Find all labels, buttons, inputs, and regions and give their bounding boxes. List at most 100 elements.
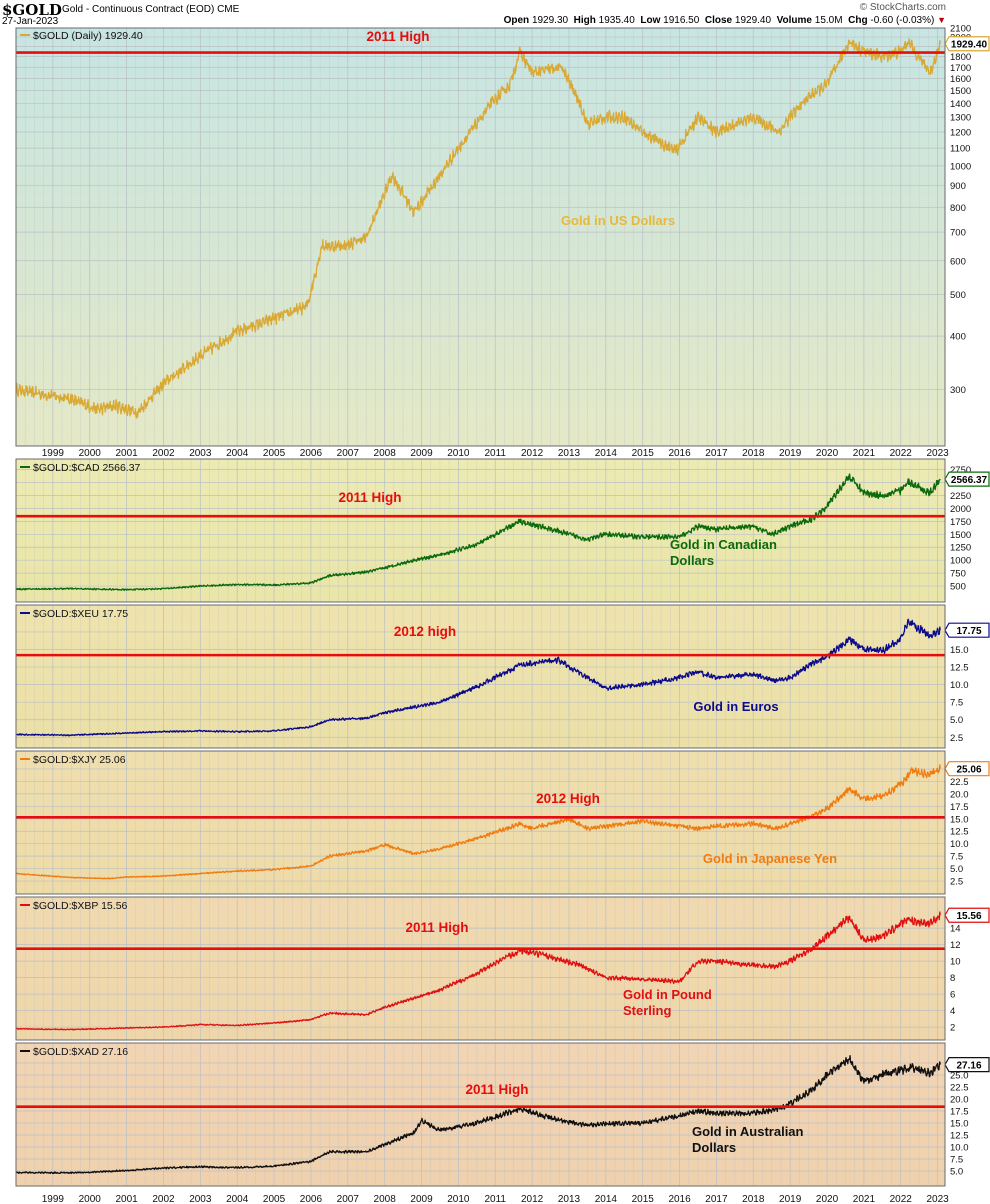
series-annotation: Gold in Euros bbox=[693, 699, 778, 714]
last-value-label: 1929.40 bbox=[951, 40, 988, 51]
panel-background bbox=[16, 751, 945, 894]
x-tick-label: 2020 bbox=[816, 1194, 839, 1204]
last-value-box bbox=[944, 36, 990, 52]
y-tick-label: 1600 bbox=[950, 74, 971, 85]
y-tick-label: 22.5 bbox=[950, 777, 969, 788]
x-axis-top: 1999 2000 2001 2002 2003 2004 2005 2006 2007 2008… bbox=[42, 448, 949, 459]
x-tick-label: 2002 bbox=[152, 1194, 175, 1204]
x-tick-label: 2017 bbox=[705, 448, 728, 459]
y-tick-label: 12.5 bbox=[950, 663, 969, 674]
y-tick-label: 12.5 bbox=[950, 827, 969, 838]
y-tick-label: 10 bbox=[950, 957, 961, 968]
last-value-box bbox=[944, 471, 990, 487]
open-label: Open bbox=[503, 15, 530, 26]
x-tick-label: 2012 bbox=[521, 448, 544, 459]
x-tick-label: 1999 bbox=[42, 1194, 65, 1204]
panel-jpy: 2.55.07.510.012.515.017.520.022.525.0201… bbox=[15, 750, 990, 895]
y-tick-label: 12.5 bbox=[950, 1131, 969, 1142]
legend-label: $GOLD:$XBP 15.56 bbox=[33, 900, 128, 912]
x-tick-label: 2015 bbox=[632, 1194, 655, 1204]
high-label: 2012 high bbox=[394, 624, 456, 639]
x-tick-label: 2000 bbox=[79, 448, 102, 459]
x-tick-label: 2013 bbox=[558, 448, 581, 459]
legend-label: $GOLD:$CAD 2566.37 bbox=[33, 462, 141, 474]
y-tick-label: 2000 bbox=[950, 504, 971, 515]
y-tick-label: 2.5 bbox=[950, 733, 963, 744]
y-tick-label: 1750 bbox=[950, 517, 971, 528]
x-tick-label: 2006 bbox=[300, 1194, 323, 1204]
series-annotation: Gold in Pound Sterling bbox=[623, 987, 712, 1018]
panel-border bbox=[15, 750, 946, 895]
y-tick-label: 15.0 bbox=[950, 645, 969, 656]
x-tick-label: 2016 bbox=[668, 1194, 691, 1204]
x-tick-label: 2006 bbox=[300, 448, 323, 459]
y-tick-label: 5.0 bbox=[950, 715, 963, 726]
close-label: Close bbox=[704, 15, 733, 26]
y-tick-label: 15.0 bbox=[950, 814, 969, 825]
x-tick-label: 2005 bbox=[263, 448, 286, 459]
chg-value: -0.60 (-0.03%) bbox=[870, 15, 935, 26]
high-value: 1935.40 bbox=[598, 15, 635, 26]
y-tick-label: 300 bbox=[950, 385, 966, 396]
panel-border bbox=[15, 896, 946, 1041]
panel-border bbox=[15, 1042, 946, 1187]
panel-background bbox=[16, 1043, 945, 1186]
panel-aud: 5.07.510.012.515.017.520.022.525.027.520… bbox=[15, 1042, 990, 1187]
down-arrow-icon: ▼ bbox=[937, 15, 946, 25]
y-tick-label: 2100 bbox=[950, 24, 971, 35]
y-tick-label: 1100 bbox=[950, 144, 970, 155]
y-tick-label: 22.5 bbox=[950, 1083, 969, 1094]
low-value: 1916.50 bbox=[663, 15, 700, 26]
x-tick-label: 2011 bbox=[484, 1194, 506, 1204]
y-tick-label: 5.0 bbox=[950, 864, 963, 875]
panel-background bbox=[16, 897, 945, 1040]
x-tick-label: 2009 bbox=[410, 1194, 433, 1204]
y-tick-label: 1500 bbox=[950, 530, 971, 541]
last-value-label: 25.06 bbox=[956, 764, 981, 775]
y-tick-label: 1000 bbox=[950, 161, 971, 172]
legend-label: $GOLD (Daily) 1929.40 bbox=[33, 30, 143, 42]
last-value-label: 17.75 bbox=[956, 626, 981, 637]
panel-usd: 300 400 500 600 700 800 900 1000 1100 1200 1300 140… bbox=[15, 24, 990, 447]
last-value-label: 15.56 bbox=[956, 911, 981, 922]
exchange-text: CME bbox=[217, 4, 240, 15]
x-tick-label: 2023 bbox=[927, 1194, 950, 1204]
x-tick-label: 2004 bbox=[226, 1194, 249, 1204]
legend-label: $GOLD:$XJY 25.06 bbox=[33, 754, 126, 766]
legend-label: $GOLD:$XAD 27.16 bbox=[33, 1046, 128, 1058]
x-tick-label: 2003 bbox=[189, 1194, 212, 1204]
price-line-usd bbox=[15, 38, 941, 419]
symbol-title: $GOLD bbox=[2, 1, 62, 19]
y-tick-label: 1400 bbox=[950, 99, 971, 110]
ohlc-readout: Open 1929.30 High 1935.40 Low 1916.50 Cl… bbox=[504, 15, 946, 26]
y-tick-label: 5.0 bbox=[950, 1167, 963, 1178]
panel-background bbox=[16, 459, 945, 602]
panel-gbp: 2 4 6 8 10 12 14 2011 High Gold in Pound Sterling… bbox=[15, 896, 990, 1041]
y-tick-label: 2.5 bbox=[950, 877, 963, 888]
y-tick-label: 10.0 bbox=[950, 680, 969, 691]
y-tick-label: 1200 bbox=[950, 127, 971, 138]
y-tick-label: 6 bbox=[950, 990, 955, 1001]
x-tick-label: 2019 bbox=[779, 448, 802, 459]
last-value-box bbox=[944, 1057, 990, 1073]
x-tick-label: 2018 bbox=[742, 1194, 765, 1204]
x-tick-label: 2021 bbox=[853, 448, 876, 459]
last-value-label: 2566.37 bbox=[951, 475, 988, 486]
y-tick-label: 15.0 bbox=[950, 1119, 969, 1130]
y-tick-label: 20.0 bbox=[950, 789, 969, 800]
open-value: 1929.30 bbox=[531, 15, 569, 26]
x-tick-label: 2010 bbox=[447, 1194, 470, 1204]
last-value-box bbox=[944, 761, 990, 777]
x-tick-label: 2019 bbox=[779, 1194, 802, 1204]
y-tick-label: 10.0 bbox=[950, 839, 969, 850]
high-label: 2011 High bbox=[338, 490, 401, 505]
x-tick-label: 2017 bbox=[705, 1194, 728, 1204]
y-tick-label: 17.5 bbox=[950, 802, 969, 813]
y-tick-label: 12 bbox=[950, 940, 961, 951]
x-tick-label: 2014 bbox=[595, 448, 618, 459]
volume-label: Volume bbox=[776, 15, 812, 26]
price-line-aud bbox=[15, 1054, 941, 1175]
y-tick-label: 900 bbox=[950, 181, 966, 192]
